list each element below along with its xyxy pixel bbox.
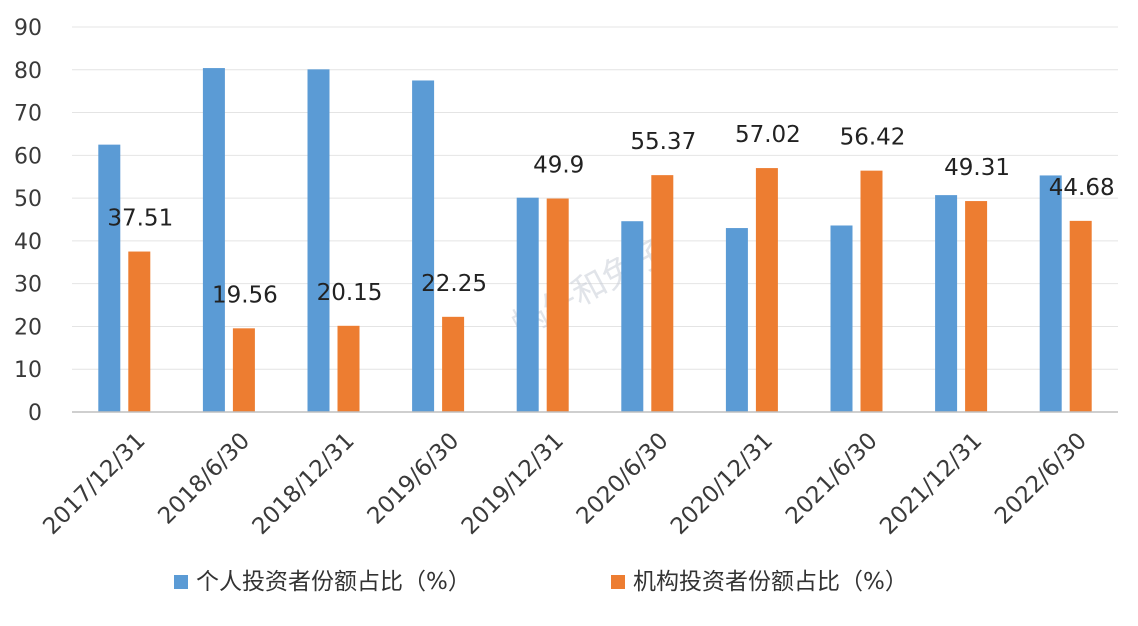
legend: 个人投资者份额占比（%） 机构投资者份额占比（%） [174, 569, 908, 595]
x-tick-label: 2020/6/30 [572, 428, 674, 530]
legend-swatch [174, 575, 188, 589]
data-label: 55.37 [630, 129, 696, 155]
bar[interactable] [965, 201, 988, 412]
data-label: 20.15 [317, 280, 383, 306]
y-tick-label: 80 [14, 59, 42, 84]
data-label: 22.25 [421, 271, 487, 297]
bar[interactable] [935, 195, 958, 412]
series-2 [128, 168, 1092, 412]
x-tick-label: 2019/6/30 [363, 428, 465, 530]
x-tick-label: 2018/6/30 [153, 428, 255, 530]
y-tick-label: 70 [14, 102, 42, 127]
bar[interactable] [128, 251, 151, 412]
x-tick-label: 2017/12/31 [38, 428, 150, 540]
y-tick-label: 0 [28, 401, 42, 426]
bar[interactable] [621, 221, 644, 412]
x-tick-label: 2019/12/31 [457, 428, 569, 540]
y-tick-label: 20 [14, 315, 42, 340]
y-tick-label: 90 [14, 16, 42, 41]
data-label: 19.56 [212, 282, 278, 308]
bar[interactable] [860, 170, 883, 412]
bar[interactable] [98, 144, 121, 412]
x-tick-label: 2018/12/31 [248, 428, 360, 540]
bars [98, 68, 1092, 413]
y-tick-label: 50 [14, 187, 42, 212]
bar[interactable] [1069, 220, 1092, 412]
bar[interactable] [337, 325, 360, 412]
data-labels: 37.51 19.56 20.15 22.25 49.9 55.37 57.02 56.42 4… [107, 122, 1114, 308]
y-tick-label: 40 [14, 230, 42, 255]
series-1 [98, 68, 1062, 413]
bar[interactable] [202, 68, 225, 413]
y-axis-ticks: 0 10 20 30 40 50 60 70 80 90 [14, 16, 42, 426]
bar[interactable] [546, 198, 569, 412]
data-label: 56.42 [840, 125, 906, 151]
bar[interactable] [232, 328, 255, 412]
y-tick-label: 10 [14, 358, 42, 383]
data-label: 37.51 [107, 206, 173, 232]
x-tick-label: 2021/12/31 [875, 428, 987, 540]
bar[interactable] [830, 225, 853, 412]
legend-label: 机构投资者份额占比（%） [633, 569, 908, 595]
x-tick-label: 2020/12/31 [666, 428, 778, 540]
legend-label: 个人投资者份额占比（%） [196, 569, 471, 595]
x-tick-label: 2021/6/30 [781, 428, 883, 530]
data-label: 49.9 [533, 153, 584, 179]
bar[interactable] [755, 168, 778, 412]
bar[interactable] [412, 80, 435, 412]
y-gridlines [72, 26, 1118, 370]
y-tick-label: 30 [14, 273, 42, 298]
bar[interactable] [1039, 175, 1062, 412]
data-label: 49.31 [944, 155, 1010, 181]
y-tick-label: 60 [14, 144, 42, 169]
legend-swatch [611, 575, 625, 589]
bar[interactable] [725, 228, 748, 412]
x-tick-label: 2022/6/30 [990, 428, 1092, 530]
data-label: 44.68 [1049, 175, 1115, 201]
data-label: 57.02 [735, 122, 801, 148]
bar[interactable] [307, 69, 330, 412]
bar[interactable] [516, 197, 539, 412]
bar[interactable] [651, 175, 674, 412]
bar[interactable] [442, 316, 465, 412]
